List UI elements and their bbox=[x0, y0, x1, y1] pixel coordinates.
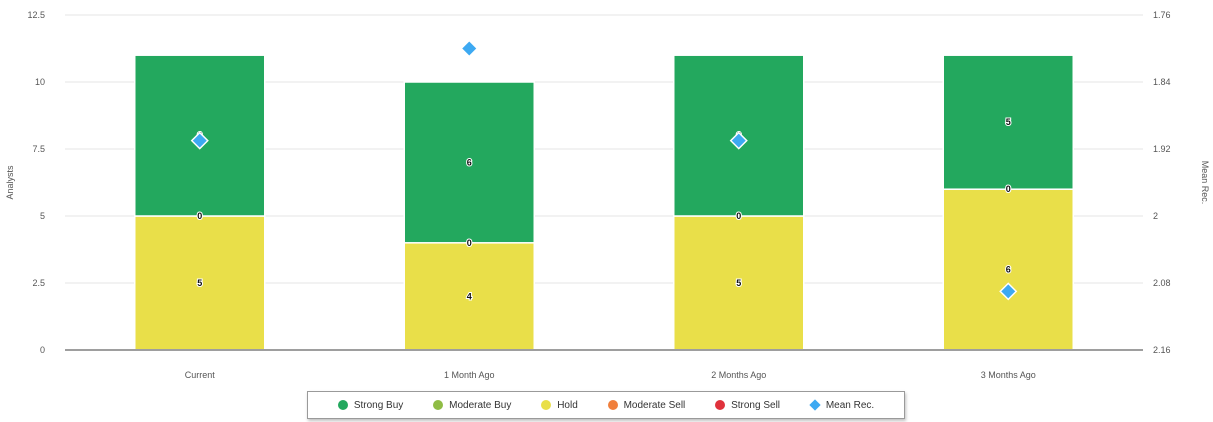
mean-rec-marker[interactable] bbox=[729, 131, 748, 150]
legend-item[interactable]: Mean Rec. bbox=[809, 399, 875, 411]
bar-hold[interactable] bbox=[673, 215, 805, 351]
legend-label: Moderate Sell bbox=[623, 399, 686, 411]
legend-label: Moderate Buy bbox=[449, 399, 512, 411]
y-right-tick-label: 2.16 bbox=[1153, 345, 1171, 355]
legend-item[interactable]: Moderate Sell bbox=[607, 399, 686, 411]
x-tick-label: 1 Month Ago bbox=[444, 370, 495, 380]
data-label: 0 bbox=[197, 211, 202, 221]
data-label: 0 bbox=[467, 238, 472, 248]
y-left-tick-label: 5 bbox=[40, 211, 45, 221]
y-right-tick-label: 1.76 bbox=[1153, 10, 1171, 20]
legend: Strong Buy Moderate Buy Hold Moderate Sell S… bbox=[307, 391, 905, 419]
y-right-tick-label: 1.84 bbox=[1153, 77, 1171, 87]
chart: 0 2.5 5 7.5 10 12.5 1.76 1.84 1.92 2 2.08 2.16 Analy… bbox=[5, 10, 1210, 380]
legend-swatch bbox=[433, 400, 444, 410]
y-left-tick-label: 7.5 bbox=[32, 144, 45, 154]
legend-label: Mean Rec. bbox=[825, 399, 875, 411]
bar-hold[interactable] bbox=[942, 188, 1074, 351]
mean-rec-marker[interactable] bbox=[999, 282, 1018, 301]
legend-item[interactable]: Moderate Buy bbox=[433, 400, 511, 411]
y-right-tick-label: 2 bbox=[1153, 211, 1158, 221]
data-label: 0 bbox=[1006, 184, 1011, 194]
legend-swatch bbox=[809, 399, 821, 411]
y-left-tick-label: 10 bbox=[35, 77, 45, 87]
y-left-axis-title: Analysts bbox=[5, 165, 15, 200]
legend-item[interactable]: Hold bbox=[541, 400, 578, 411]
legend-item[interactable]: Strong Sell bbox=[715, 400, 780, 411]
y-right-axis-title: Mean Rec. bbox=[1200, 161, 1210, 205]
x-tick-label: 2 Months Ago bbox=[711, 370, 766, 380]
legend-swatch bbox=[715, 400, 726, 410]
bar-hold[interactable] bbox=[403, 242, 535, 351]
y-right-tick-label: 2.08 bbox=[1153, 278, 1171, 288]
data-label: 6 bbox=[467, 157, 472, 167]
y-right-tick-label: 1.92 bbox=[1153, 144, 1171, 154]
mean-rec-marker[interactable] bbox=[190, 131, 209, 150]
x-tick-label: Current bbox=[185, 370, 216, 380]
legend-swatch bbox=[337, 400, 348, 410]
data-label: 6 bbox=[1006, 265, 1011, 275]
mean-rec-marker[interactable] bbox=[460, 39, 479, 58]
legend-label: Strong Sell bbox=[731, 399, 781, 411]
legend-swatch bbox=[607, 400, 618, 410]
y-left-tick-label: 12.5 bbox=[27, 10, 45, 20]
data-label: 5 bbox=[736, 278, 741, 288]
legend-label: Strong Buy bbox=[353, 399, 404, 411]
legend-swatch bbox=[541, 400, 552, 410]
x-tick-label: 3 Months Ago bbox=[981, 370, 1036, 380]
bar-strong-buy[interactable] bbox=[403, 81, 535, 244]
data-label: 5 bbox=[197, 278, 202, 288]
y-left-tick-label: 0 bbox=[40, 345, 45, 355]
y-left-tick-label: 2.5 bbox=[32, 278, 45, 288]
data-label: 0 bbox=[736, 211, 741, 221]
data-label: 4 bbox=[467, 291, 472, 301]
bar-strong-buy[interactable] bbox=[942, 54, 1074, 190]
legend-item[interactable]: Strong Buy bbox=[337, 399, 404, 411]
legend-label: Hold bbox=[557, 399, 578, 411]
data-label: 5 bbox=[1006, 117, 1011, 127]
